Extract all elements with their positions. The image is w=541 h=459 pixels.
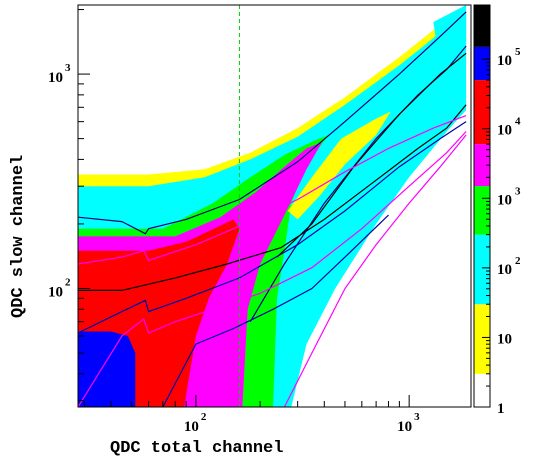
colorbar-level-4 — [474, 144, 490, 187]
colorbar-label: 10 — [497, 262, 512, 278]
y-tick-label: 10 — [48, 70, 63, 86]
heatmap-band-6 — [287, 111, 391, 220]
overlay-curves — [78, 5, 467, 407]
colorbar-level-7 — [474, 5, 490, 47]
heatmap-band-5 — [78, 331, 136, 407]
colorbar-label-exponent: 3 — [515, 185, 521, 197]
colorbar-frame — [473, 4, 491, 408]
y-tick-label: 10 — [48, 284, 63, 300]
colorbar-label: 10 — [497, 331, 512, 347]
x-tick-label: 10 — [397, 419, 412, 435]
colorbar-label-exponent: 5 — [515, 46, 521, 58]
colorbar — [474, 5, 490, 407]
colorbar-label: 10 — [497, 123, 512, 139]
colorbar-level-6 — [474, 46, 490, 81]
y-tick-exponent: 3 — [65, 62, 71, 74]
x-tick-label: 10 — [184, 419, 199, 435]
heatmap-bands — [78, 5, 467, 407]
y-axis-title: QDC slow channel — [9, 155, 28, 318]
overlay-curve-6 — [78, 115, 467, 265]
colorbar-label-exponent: 4 — [515, 116, 521, 128]
overlay-curve-7 — [283, 134, 467, 407]
colorbar-label: 10 — [497, 53, 512, 69]
colorbar-level-0 — [474, 373, 490, 407]
x-axis-title: QDC total channel — [110, 439, 283, 458]
colorbar-label: 1 — [497, 401, 505, 417]
overlay-curve-4 — [78, 121, 467, 334]
colorbar-level-5 — [474, 80, 490, 145]
colorbar-level-2 — [474, 234, 490, 305]
overlay-curve-8 — [162, 214, 389, 407]
x-tick-exponent: 3 — [414, 411, 420, 423]
colorbar-label-exponent: 2 — [515, 255, 521, 267]
overlay-curve-3 — [276, 52, 467, 258]
heatmap-band-7 — [433, 5, 467, 70]
colorbar-level-3 — [474, 186, 490, 235]
colorbar-label: 10 — [497, 192, 512, 208]
y-tick-exponent: 2 — [65, 276, 71, 288]
x-tick-exponent: 2 — [201, 411, 207, 423]
overlay-curve-1 — [78, 11, 467, 235]
overlay-curve-5 — [78, 131, 467, 407]
plot-frame — [77, 4, 472, 408]
colorbar-level-1 — [474, 304, 490, 374]
